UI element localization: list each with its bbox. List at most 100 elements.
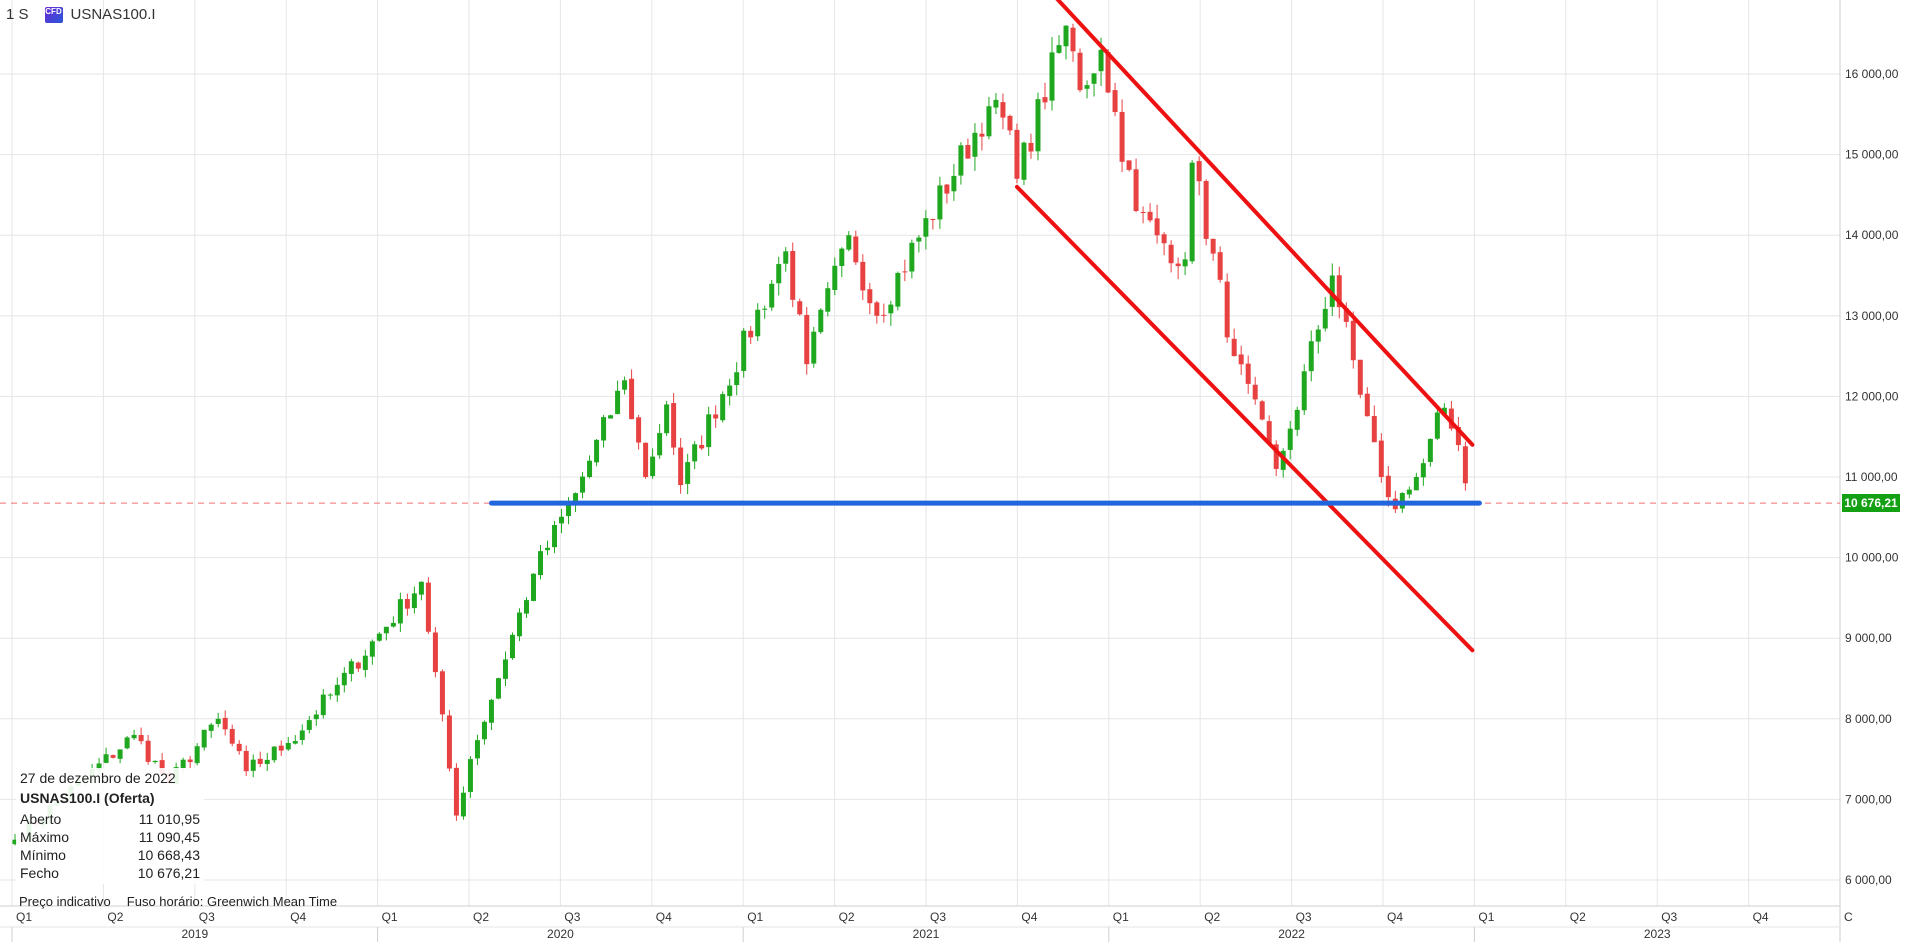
quarter-label: Q2 <box>1204 910 1220 924</box>
channel-upper-line <box>1055 0 1475 447</box>
candle-body <box>327 694 333 696</box>
candle-body <box>453 767 459 816</box>
candle-body <box>657 433 663 456</box>
candle-body <box>958 145 964 176</box>
candle-body <box>264 759 270 764</box>
candle-body <box>285 742 291 750</box>
candle-body <box>1035 99 1041 152</box>
quarter-label: Q2 <box>839 910 855 924</box>
candle-body <box>993 99 999 108</box>
candle-body <box>1238 354 1244 365</box>
timeframe-label[interactable]: 1 S <box>6 6 29 23</box>
candle-body <box>1273 444 1279 469</box>
quarter-label: C <box>1844 910 1853 924</box>
candle-body <box>299 730 305 740</box>
candle-body <box>432 632 438 673</box>
candle-body <box>481 721 487 740</box>
candle-body <box>1427 438 1433 462</box>
candle-body <box>797 301 803 315</box>
candle-body <box>313 714 319 720</box>
candle-body <box>853 236 859 263</box>
price-axis[interactable]: 6 000,00 7 000,00 8 000,00 9 000,00 10 000,0… <box>1845 67 1899 887</box>
candle-body <box>937 185 943 220</box>
candle-body <box>1147 211 1153 221</box>
candle-body <box>341 672 347 686</box>
candle-body <box>1448 408 1454 429</box>
candle-body <box>1266 421 1272 444</box>
candle-body <box>1364 393 1370 417</box>
quarter-label: Q1 <box>747 910 763 924</box>
candle-body <box>1056 45 1062 53</box>
candle-body <box>573 493 579 505</box>
candle-body <box>706 414 712 448</box>
last-price-tag: 10 676,21 <box>1842 494 1900 512</box>
candle-body <box>460 792 466 817</box>
candle-body <box>1154 218 1160 236</box>
candle-body <box>355 662 361 669</box>
candle-body <box>1126 160 1132 170</box>
symbol-label[interactable]: USNAS100.I <box>70 6 156 23</box>
candle-body <box>187 759 193 763</box>
time-axis[interactable]: Q1 Q2 Q3 Q4 Q1 Q2 Q3 Q4 Q1 Q2 Q3 Q4 Q1 Q2 Q3 Q4 Q1 Q2 Q3 Q4… <box>16 910 1853 941</box>
candle-body <box>727 385 733 396</box>
candle-body <box>131 734 137 739</box>
candle-body <box>474 740 480 759</box>
candle-body <box>1301 371 1307 411</box>
candle-body <box>103 754 109 763</box>
candle-body <box>1140 211 1146 213</box>
candle-body <box>404 599 410 609</box>
y-tick-label: 11 000,00 <box>1845 470 1898 484</box>
candle-body <box>418 581 424 595</box>
candle-body <box>1371 416 1377 443</box>
candle-body <box>1014 129 1020 179</box>
candle-body <box>1161 234 1167 244</box>
candle-body <box>1119 111 1125 162</box>
candle-body <box>622 380 628 390</box>
candle-body <box>1434 412 1440 439</box>
candle-body <box>1168 244 1174 264</box>
quarter-label: Q1 <box>16 910 32 924</box>
candle-body <box>664 404 670 434</box>
candle-body <box>222 717 228 730</box>
candle-body <box>832 265 838 290</box>
candle-body <box>580 476 586 493</box>
candle-body <box>180 759 186 769</box>
chart-footer: Preço indicativo Fuso horário: Greenwich… <box>19 894 337 909</box>
quarter-label: Q4 <box>656 910 672 924</box>
candle-body <box>1112 90 1118 113</box>
candle-body <box>755 309 761 337</box>
candle-body <box>523 600 529 614</box>
candle-body <box>383 626 389 634</box>
candle-body <box>965 145 971 159</box>
candle-body <box>411 593 417 609</box>
candle-body <box>1196 161 1202 182</box>
candle-body <box>972 132 978 157</box>
candle-body <box>1287 428 1293 450</box>
candle-body <box>1000 102 1006 118</box>
candle-body <box>1308 341 1314 372</box>
candle-body <box>1455 426 1461 446</box>
candle-body <box>96 763 102 770</box>
candle-body <box>1084 85 1090 89</box>
quarter-label: Q1 <box>1478 910 1494 924</box>
candle-body <box>811 331 817 364</box>
candle-body <box>215 718 221 724</box>
info-row-high: Máximo 11 090,45 <box>20 828 200 846</box>
y-tick-label: 14 000,00 <box>1845 228 1899 242</box>
candle-body <box>1021 142 1027 180</box>
candle-body <box>1098 49 1104 72</box>
candle-body <box>650 456 656 477</box>
year-label: 2019 <box>181 927 208 941</box>
candle-body <box>636 417 642 443</box>
candle-body <box>671 403 677 448</box>
info-row-open: Aberto 11 010,95 <box>20 810 200 828</box>
candle-body <box>629 378 635 420</box>
candle-body <box>1336 275 1342 308</box>
candle-body <box>769 283 775 308</box>
candle-body <box>615 390 621 414</box>
candle-body <box>678 447 684 486</box>
candle-body <box>516 612 522 637</box>
year-label: 2020 <box>547 927 574 941</box>
candle-body <box>1105 51 1111 93</box>
